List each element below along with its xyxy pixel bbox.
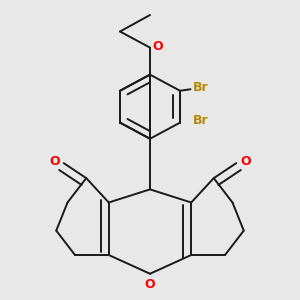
- Text: Br: Br: [193, 81, 208, 94]
- Text: O: O: [152, 40, 163, 53]
- Text: O: O: [240, 155, 251, 168]
- Text: O: O: [49, 155, 60, 168]
- Text: O: O: [145, 278, 155, 292]
- Text: Br: Br: [193, 114, 208, 127]
